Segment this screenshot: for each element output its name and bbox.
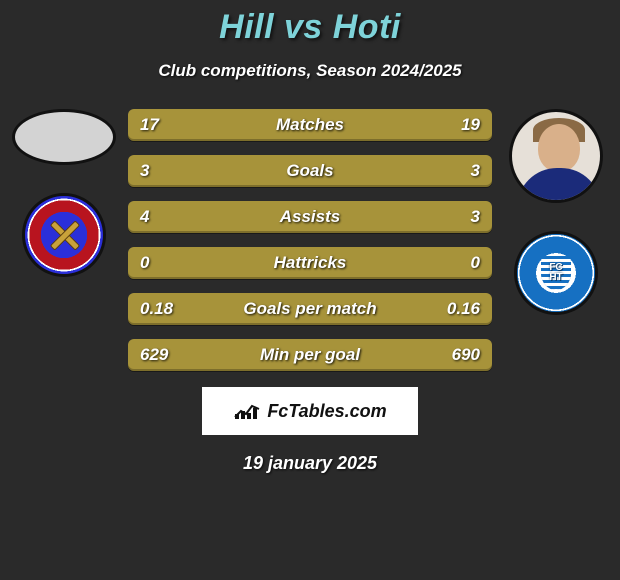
stat-left-value: 629 — [140, 345, 188, 365]
stat-label: Goals per match — [188, 299, 432, 319]
brand-box: FcTables.com — [202, 387, 418, 435]
chart-icon — [233, 401, 261, 421]
stat-right-value: 0.16 — [432, 299, 480, 319]
table-row: 4 Assists 3 — [128, 201, 492, 233]
stat-right-value: 3 — [432, 207, 480, 227]
player-left-placeholder — [12, 109, 116, 165]
player-right-photo — [509, 109, 603, 203]
comparison-card: Hill vs Hoti Club competitions, Season 2… — [0, 0, 620, 580]
brand-text: FcTables.com — [267, 401, 386, 422]
stat-left-value: 0 — [140, 253, 188, 273]
date-text: 19 january 2025 — [0, 453, 620, 474]
left-player-column — [8, 109, 120, 277]
stat-label: Goals — [188, 161, 432, 181]
club-right-badge: FCHT — [514, 231, 598, 315]
stat-right-value: 690 — [432, 345, 480, 365]
table-row: 17 Matches 19 — [128, 109, 492, 141]
stat-left-value: 17 — [140, 115, 188, 135]
stat-right-value: 19 — [432, 115, 480, 135]
page-title: Hill vs Hoti — [0, 8, 620, 47]
subtitle: Club competitions, Season 2024/2025 — [0, 61, 620, 81]
stat-right-value: 3 — [432, 161, 480, 181]
club-left-badge — [22, 193, 106, 277]
table-row: 0 Hattricks 0 — [128, 247, 492, 279]
stat-left-value: 4 — [140, 207, 188, 227]
stats-table: 17 Matches 19 3 Goals 3 4 Assists 3 0 Ha… — [120, 109, 500, 371]
right-player-column: FCHT — [500, 109, 612, 315]
stat-right-value: 0 — [432, 253, 480, 273]
stat-left-value: 0.18 — [140, 299, 188, 319]
table-row: 629 Min per goal 690 — [128, 339, 492, 371]
table-row: 0.18 Goals per match 0.16 — [128, 293, 492, 325]
stat-label: Matches — [188, 115, 432, 135]
stat-label: Assists — [188, 207, 432, 227]
stat-label: Min per goal — [188, 345, 432, 365]
club-right-initials: FCHT — [549, 263, 562, 283]
stat-label: Hattricks — [188, 253, 432, 273]
main-row: 17 Matches 19 3 Goals 3 4 Assists 3 0 Ha… — [0, 109, 620, 371]
table-row: 3 Goals 3 — [128, 155, 492, 187]
hammers-icon — [47, 218, 81, 252]
stat-left-value: 3 — [140, 161, 188, 181]
